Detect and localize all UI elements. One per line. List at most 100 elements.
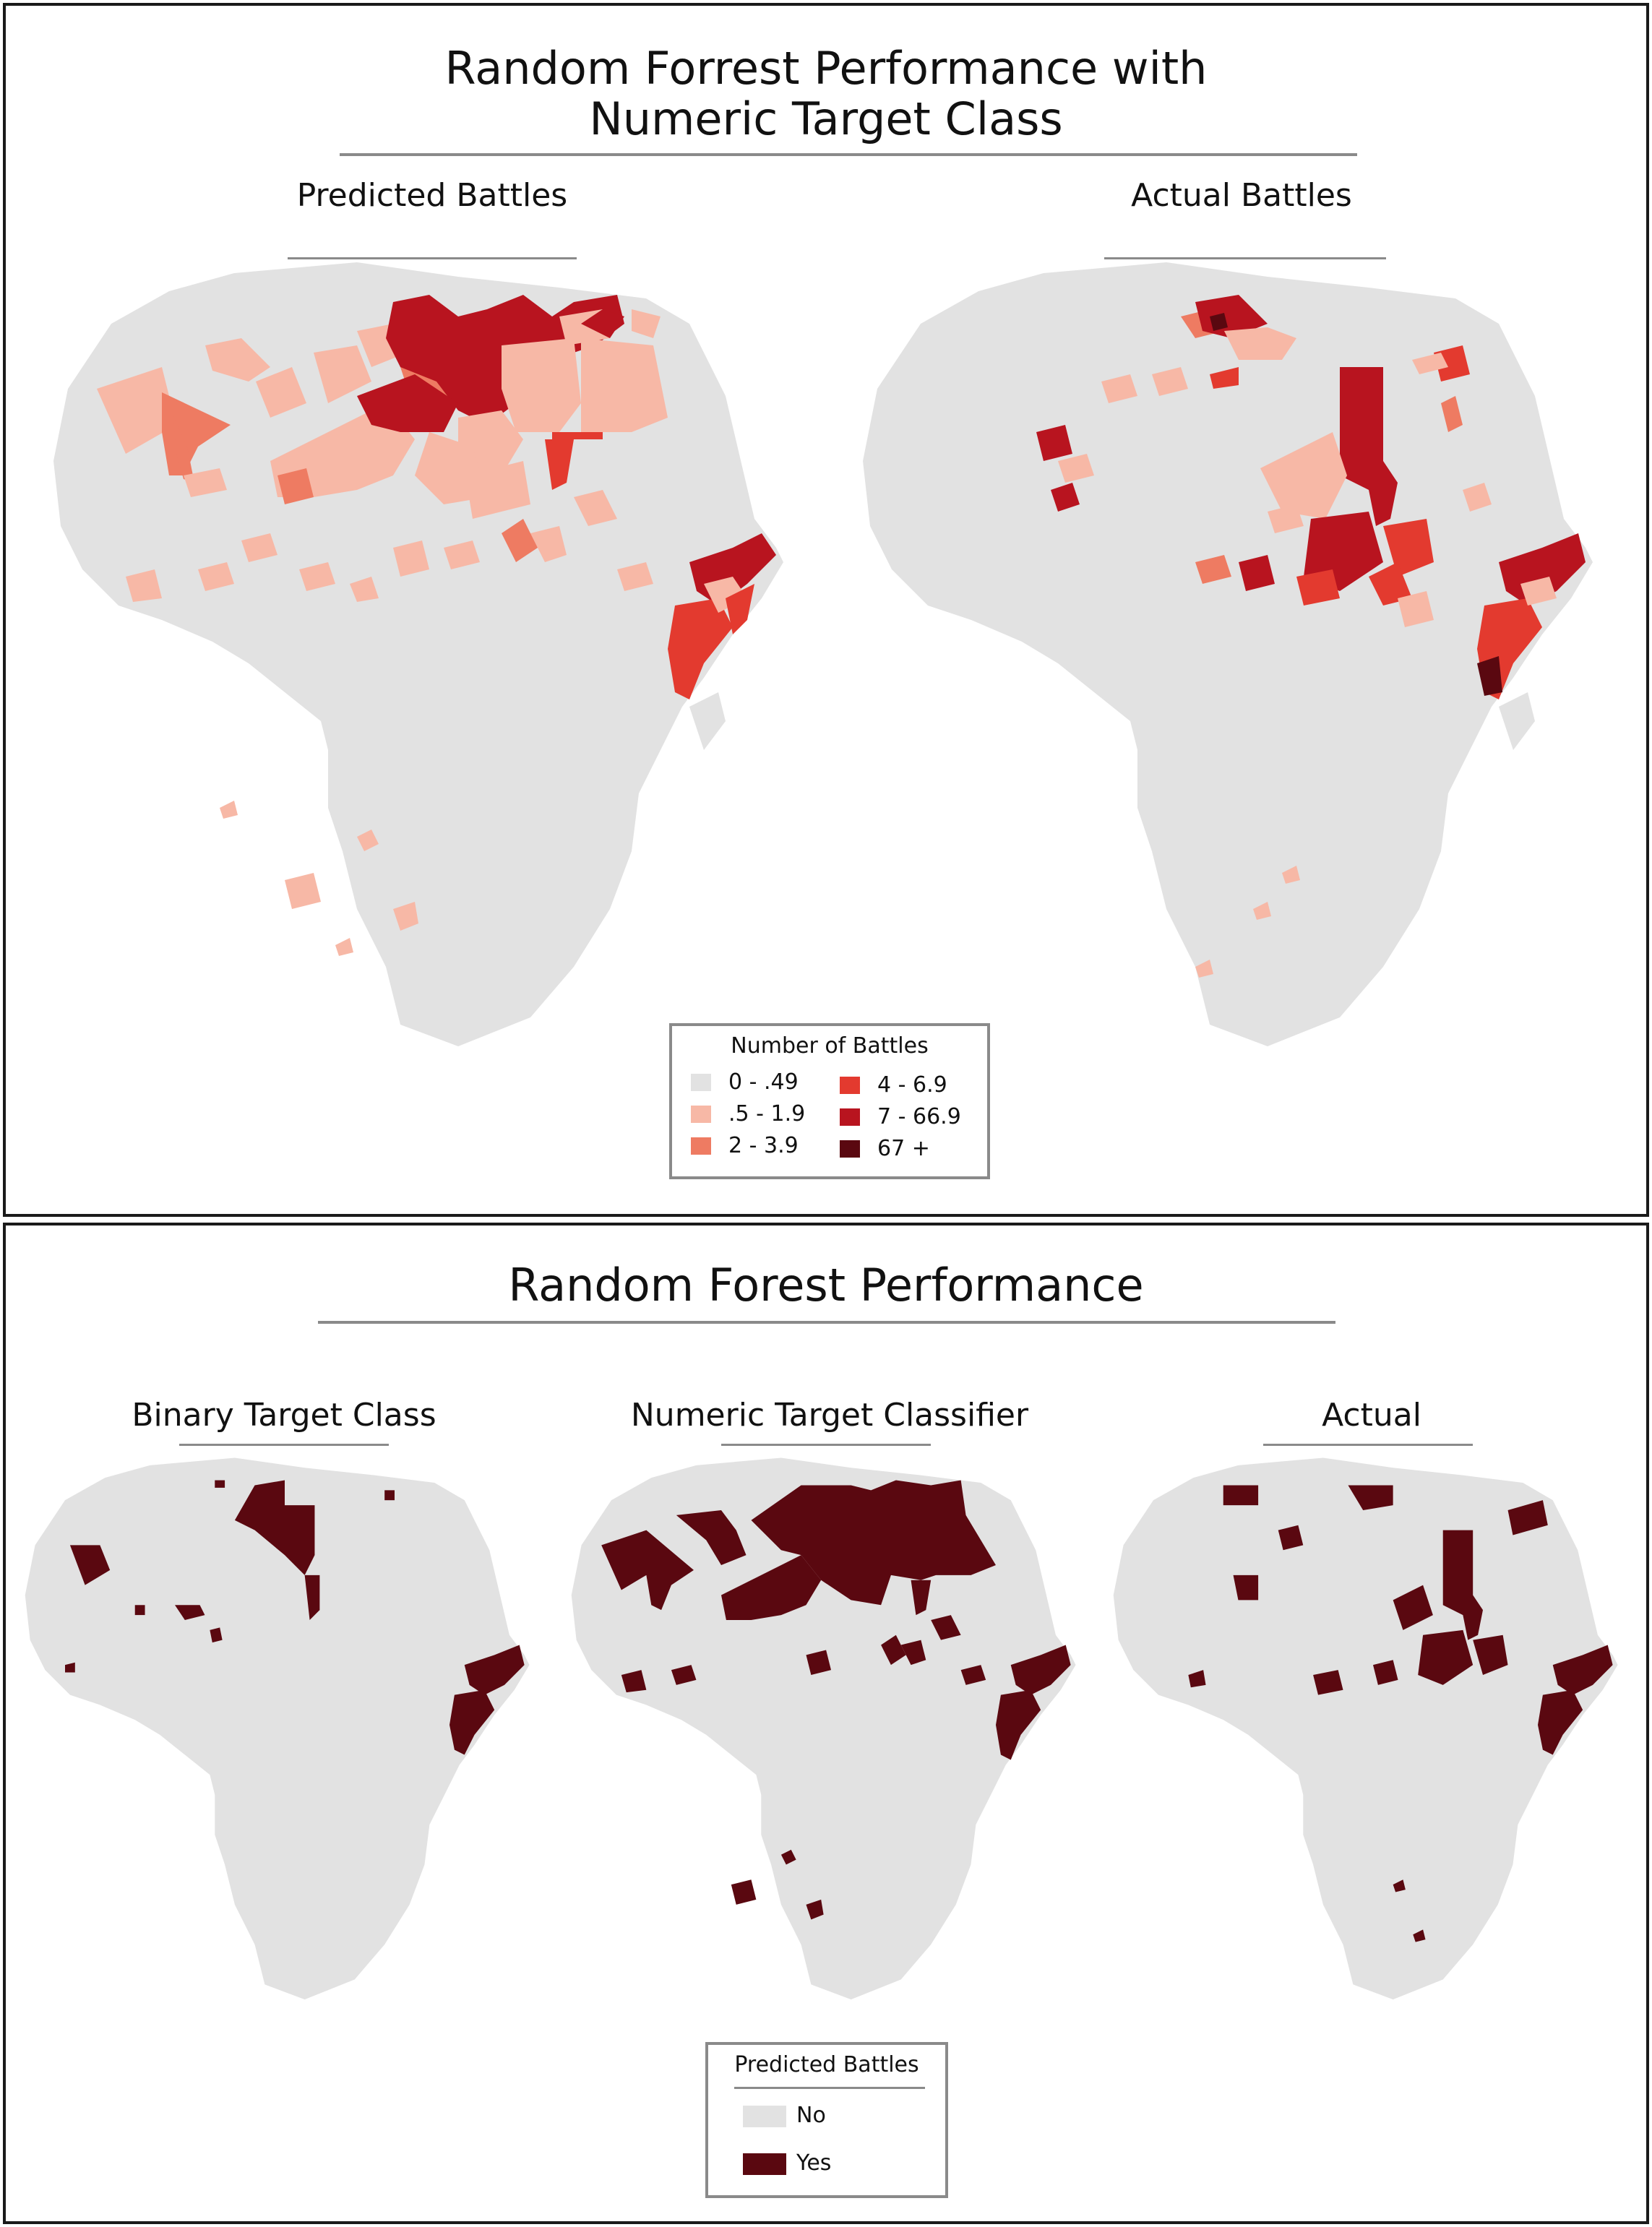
region-shape (210, 1627, 223, 1643)
legend-label: 0 - .49 (728, 1069, 799, 1095)
region-shape (1036, 425, 1072, 461)
legend-swatch (691, 1137, 711, 1155)
region-shape (69, 1545, 111, 1585)
panel-title-line2: Numeric Target Class (589, 92, 1063, 145)
africa-landmass (25, 1457, 530, 2000)
region-shape (1507, 1500, 1548, 1535)
region-shape (574, 490, 617, 526)
legend-label: 67 + (877, 1136, 930, 1161)
region-shape (335, 938, 353, 956)
region-shape (1195, 960, 1213, 978)
region-shape (1383, 519, 1434, 577)
region-shape (393, 540, 429, 577)
legend-swatch (840, 1108, 860, 1126)
region-shape (1233, 1575, 1259, 1601)
region-shape (393, 902, 418, 931)
region-shape (621, 1670, 647, 1693)
region-shape (285, 873, 321, 909)
region-shape (1260, 432, 1347, 519)
region-shape (911, 1580, 932, 1616)
region-shape (780, 1849, 796, 1865)
region-shape (900, 1640, 926, 1666)
map-title-rule (179, 1444, 389, 1446)
region-shape (671, 1665, 697, 1685)
map-title-rule (1263, 1444, 1473, 1446)
region-shape (1434, 345, 1470, 382)
region-shape (1398, 591, 1434, 627)
region-shape (676, 1510, 747, 1565)
region-shape (668, 598, 733, 699)
region-shape (1477, 656, 1502, 696)
region-shape (465, 461, 530, 519)
region-shape (617, 562, 653, 591)
region-shape (449, 1689, 495, 1755)
region-shape (632, 309, 661, 338)
legend-predicted-battles: Predicted Battles No Yes (705, 2042, 948, 2198)
region-shape (278, 468, 314, 504)
legend-item: 67 + (840, 1137, 930, 1160)
random-forest-panel: Random Forest Performance Binary Target … (3, 1223, 1649, 2224)
region-shape (173, 414, 194, 483)
numeric-target-panel: Random Forrest Performance with Numeric … (3, 3, 1649, 1217)
region-shape (444, 540, 480, 569)
actual-map (1113, 1457, 1618, 2000)
region-shape (751, 1480, 996, 1606)
actual-battles-map (863, 262, 1593, 1046)
region-shape (581, 338, 668, 432)
title-rule (318, 1321, 1335, 1324)
region-shape (1393, 1879, 1406, 1892)
region-shape (256, 367, 306, 418)
region-shape (350, 577, 379, 602)
predicted-battles-map (53, 262, 783, 1046)
region-shape (175, 1605, 205, 1620)
region-shape (1412, 353, 1448, 374)
legend-label: 7 - 66.9 (877, 1104, 961, 1129)
region-shape (134, 1605, 145, 1616)
region-shape (1296, 569, 1340, 606)
region-shape (1463, 483, 1492, 512)
region-shape (1268, 504, 1304, 533)
region-shape (806, 1899, 824, 1920)
region-shape (1538, 1689, 1583, 1755)
region-shape (1373, 1660, 1398, 1685)
legend-item: 4 - 6.9 (840, 1074, 947, 1097)
region-shape (960, 1665, 986, 1685)
region-shape (205, 338, 270, 382)
map-title-numeric: Numeric Target Classifier (630, 1397, 1029, 1434)
region-shape (726, 584, 754, 634)
title-rule (340, 153, 1357, 156)
region-shape (552, 432, 603, 439)
panel-title-line1: Random Forrest Performance with (444, 42, 1208, 95)
region-shape (357, 374, 458, 432)
region-shape (1058, 454, 1094, 483)
map-title-actual: Actual Battles (1131, 177, 1352, 214)
region-shape (97, 367, 176, 454)
legend-title: Number of Battles (731, 1033, 929, 1059)
legend-label: 2 - 3.9 (728, 1133, 799, 1158)
region-shape (1051, 483, 1080, 512)
map-title-rule (1104, 257, 1386, 259)
map-title-rule (288, 257, 577, 259)
region-shape (1101, 374, 1137, 403)
legend-item: 2 - 3.9 (691, 1134, 799, 1158)
legend-label: 4 - 6.9 (877, 1072, 947, 1098)
region-shape (314, 345, 371, 403)
region-shape (464, 1645, 525, 1695)
region-shape (1282, 866, 1300, 884)
region-shape (184, 468, 227, 497)
region-shape (1473, 1634, 1508, 1675)
map-title-rule (721, 1444, 931, 1446)
region-shape (1010, 1645, 1071, 1695)
region-shape (1499, 533, 1586, 606)
region-shape (1340, 367, 1398, 526)
region-shape (1552, 1645, 1613, 1695)
region-shape (241, 533, 278, 562)
region-shape (530, 526, 567, 562)
region-shape (931, 1615, 961, 1640)
region-shape (234, 1480, 315, 1575)
numeric-classifier-map (571, 1457, 1076, 2000)
legend-label: No (796, 2103, 826, 2128)
legend-swatch (840, 1077, 860, 1094)
region-shape (1313, 1670, 1343, 1695)
africa-landmass (571, 1457, 1076, 2000)
